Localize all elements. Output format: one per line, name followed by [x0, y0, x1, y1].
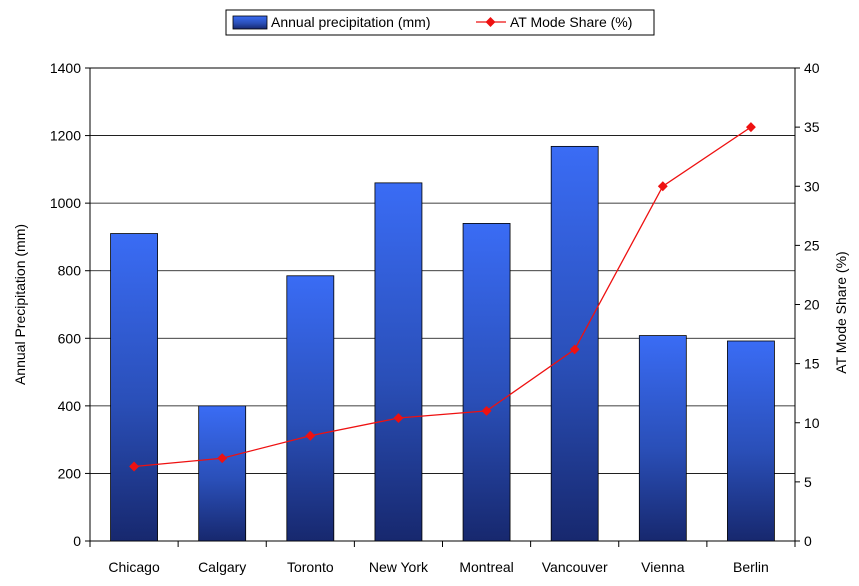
bar: [727, 340, 775, 542]
left-axis-tick-label: 200: [58, 465, 82, 481]
right-axis-tick-label: 25: [804, 237, 820, 253]
bar: [638, 335, 687, 542]
x-axis-tick-label: Calgary: [198, 559, 246, 575]
line-series: [129, 122, 756, 472]
bar: [550, 145, 599, 542]
right-axis-tick-label: 5: [804, 474, 812, 490]
right-axis-tick-label: 40: [804, 60, 820, 76]
bar: [462, 223, 511, 542]
bar: [198, 405, 247, 542]
line-point: [657, 181, 668, 192]
line-point: [393, 413, 404, 423]
line-point: [481, 405, 492, 416]
line-point: [129, 461, 140, 472]
left-axis-tick-label: 1000: [50, 195, 81, 211]
right-axis-tick-label: 30: [804, 178, 820, 194]
x-axis-tick-label: New York: [369, 559, 429, 575]
line-point: [217, 453, 228, 464]
bar: [286, 275, 335, 542]
left-axis-tick-label: 800: [58, 263, 82, 279]
x-axis-tick-label: Toronto: [287, 559, 334, 575]
x-axis-tick-label: Chicago: [108, 559, 160, 575]
line-point: [305, 430, 316, 441]
line-point: [745, 122, 756, 133]
right-axis: 0 5 10 15 20 25 30 35 40: [795, 60, 820, 549]
right-axis-tick-label: 0: [804, 533, 812, 549]
legend: Annual precipitation (mm) AT Mode Share …: [225, 9, 655, 36]
left-axis-tick-label: 1400: [50, 60, 81, 76]
bar-series: [110, 145, 775, 542]
left-axis-tick-label: 400: [58, 398, 82, 414]
left-axis: 0 200 400 600 800 1000 1200 1400: [50, 60, 90, 549]
left-axis-tick-label: 1200: [50, 128, 81, 144]
right-axis-title: AT Mode Share (%): [833, 251, 849, 373]
legend-box: [225, 9, 655, 36]
x-axis-tick-label: Montreal: [459, 559, 513, 575]
legend-label-mode-share: AT Mode Share (%): [510, 14, 632, 30]
right-axis-tick-label: 15: [804, 356, 820, 372]
series-line: [134, 126, 752, 468]
x-axis-tick-label: Berlin: [733, 559, 769, 575]
x-axis: Chicago Calgary Toronto New York Montreal Van…: [89, 541, 796, 575]
plot-area: [89, 67, 796, 542]
right-axis-tick-label: 10: [804, 415, 820, 431]
left-axis-tick-label: 0: [73, 533, 81, 549]
plot-border: [89, 67, 796, 542]
bar: [110, 233, 158, 542]
right-axis-tick-label: 35: [804, 119, 820, 135]
legend-bar-swatch: [232, 15, 268, 30]
x-axis-tick-label: Vancouver: [542, 559, 608, 575]
bar: [374, 182, 423, 542]
x-axis-tick-label: Vienna: [641, 559, 685, 575]
left-axis-title: Annual Precipitation (mm): [12, 224, 28, 385]
left-axis-tick-label: 600: [58, 330, 82, 346]
line-point: [569, 344, 580, 355]
right-axis-tick-label: 20: [804, 297, 820, 313]
legend-label-precipitation: Annual precipitation (mm): [271, 14, 431, 30]
